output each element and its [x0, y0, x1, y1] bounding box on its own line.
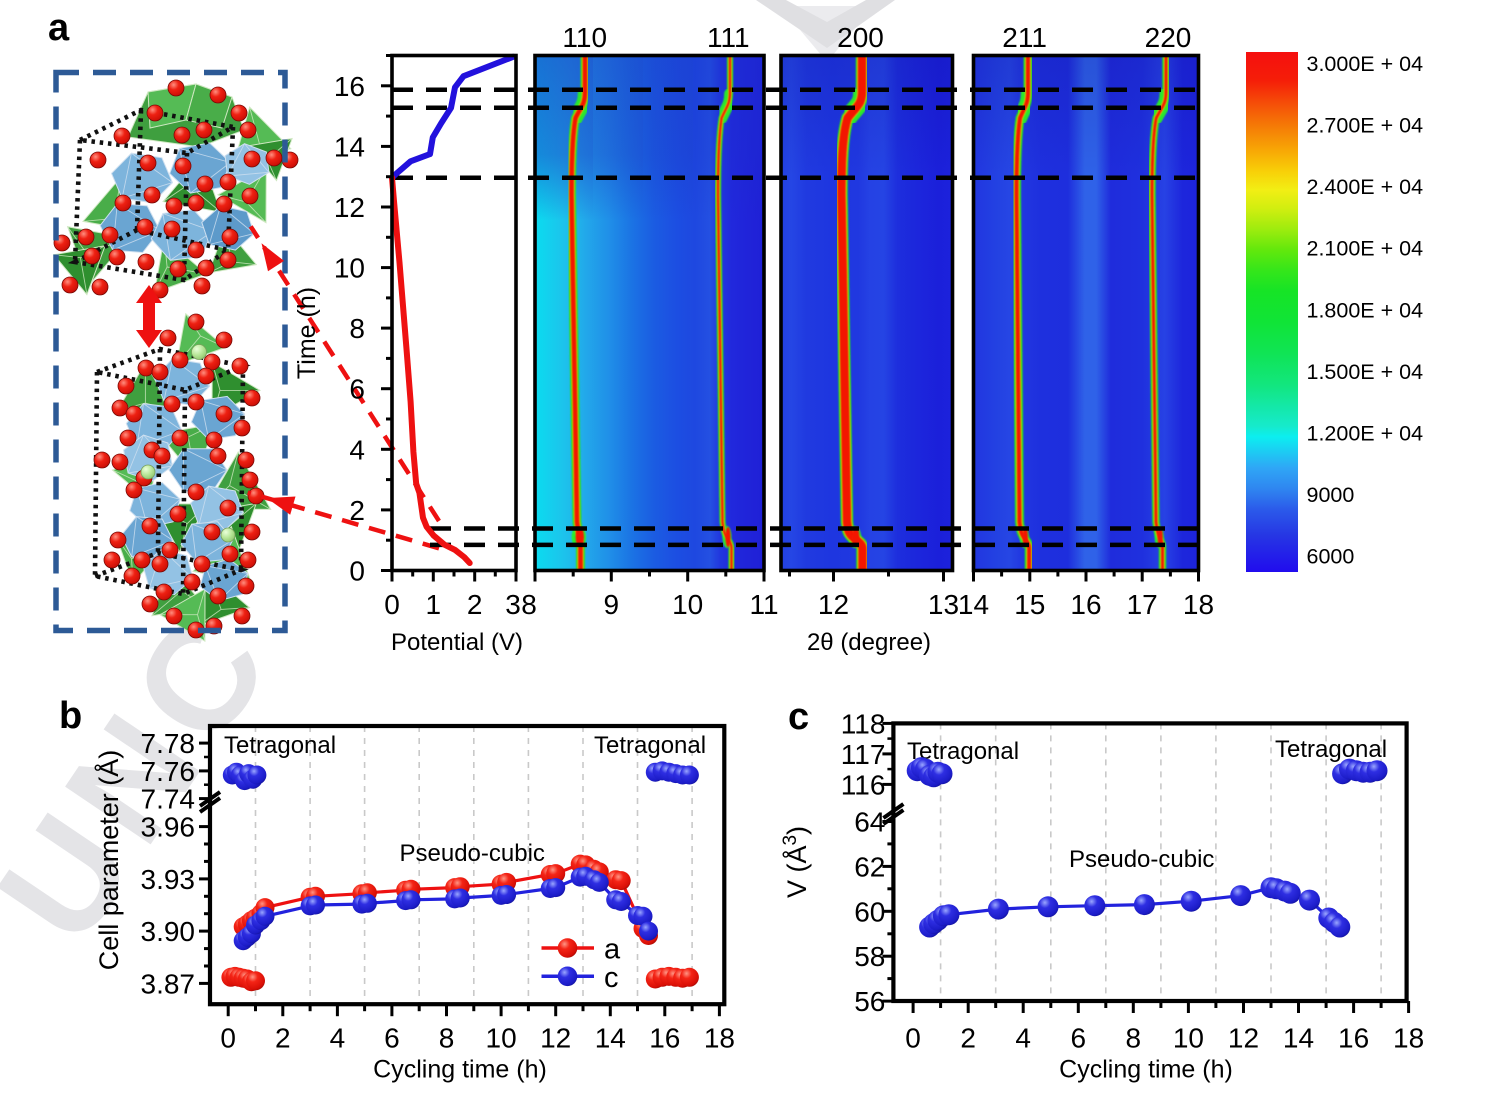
svg-text:Cycling time (h): Cycling time (h) [1059, 1056, 1233, 1084]
svg-text:2: 2 [349, 495, 365, 526]
svg-text:7.78: 7.78 [141, 728, 196, 759]
svg-text:b: b [59, 695, 82, 737]
svg-text:3.90: 3.90 [141, 916, 196, 947]
svg-text:7.74: 7.74 [141, 784, 196, 815]
svg-text:4: 4 [330, 1023, 346, 1054]
svg-text:56: 56 [854, 986, 885, 1017]
svg-text:2: 2 [275, 1023, 291, 1054]
svg-text:3.87: 3.87 [141, 968, 196, 999]
svg-text:1.800E + 04: 1.800E + 04 [1307, 298, 1424, 322]
svg-text:0: 0 [384, 589, 400, 620]
svg-text:2: 2 [467, 589, 483, 620]
svg-text:16: 16 [649, 1023, 680, 1054]
svg-text:a: a [48, 7, 70, 49]
svg-text:12: 12 [334, 192, 365, 223]
svg-text:14: 14 [334, 131, 365, 162]
svg-text:2.400E + 04: 2.400E + 04 [1307, 175, 1424, 199]
svg-text:1.200E + 04: 1.200E + 04 [1307, 422, 1424, 446]
svg-text:62: 62 [854, 851, 885, 882]
svg-text:2.700E + 04: 2.700E + 04 [1307, 114, 1424, 138]
svg-text:10: 10 [486, 1023, 517, 1054]
svg-text:14: 14 [595, 1023, 626, 1054]
svg-text:12: 12 [540, 1023, 571, 1054]
svg-text:111: 111 [707, 22, 750, 53]
svg-text:4: 4 [349, 434, 365, 465]
svg-text:12: 12 [818, 589, 849, 620]
svg-text:15: 15 [1014, 589, 1045, 620]
svg-text:18: 18 [1393, 1023, 1424, 1054]
svg-text:64: 64 [854, 807, 885, 838]
svg-text:58: 58 [854, 941, 885, 972]
svg-text:Tetragonal: Tetragonal [594, 732, 706, 759]
svg-text:16: 16 [334, 71, 365, 102]
svg-text:10: 10 [672, 589, 703, 620]
svg-text:Potential (V): Potential (V) [391, 629, 523, 656]
svg-text:116: 116 [841, 769, 886, 800]
svg-text:9: 9 [604, 589, 620, 620]
svg-text:14: 14 [1283, 1023, 1314, 1054]
svg-text:13: 13 [928, 589, 959, 620]
svg-text:2.100E + 04: 2.100E + 04 [1307, 237, 1424, 261]
svg-text:3.93: 3.93 [141, 864, 196, 895]
svg-text:220: 220 [1145, 22, 1192, 53]
svg-text:0: 0 [905, 1023, 921, 1054]
svg-text:Pseudo-cubic: Pseudo-cubic [1069, 846, 1214, 873]
svg-text:1.500E + 04: 1.500E + 04 [1307, 360, 1424, 384]
svg-text:110: 110 [562, 22, 607, 53]
svg-text:3.000E + 04: 3.000E + 04 [1307, 52, 1424, 76]
svg-text:16: 16 [1338, 1023, 1369, 1054]
svg-text:18: 18 [704, 1023, 735, 1054]
svg-text:7.76: 7.76 [141, 756, 196, 787]
svg-text:117: 117 [841, 739, 886, 770]
svg-text:6000: 6000 [1307, 545, 1355, 569]
svg-text:2θ (degree): 2θ (degree) [807, 629, 931, 656]
svg-text:8: 8 [439, 1023, 455, 1054]
svg-text:8: 8 [349, 313, 365, 344]
svg-text:4: 4 [1015, 1023, 1031, 1054]
svg-text:2: 2 [960, 1023, 976, 1054]
svg-text:9000: 9000 [1307, 483, 1355, 507]
svg-text:Pseudo-cubic: Pseudo-cubic [400, 840, 545, 867]
svg-text:118: 118 [841, 708, 886, 739]
svg-text:Tetragonal: Tetragonal [1275, 736, 1387, 763]
svg-text:0: 0 [220, 1023, 236, 1054]
svg-text:c: c [604, 962, 619, 994]
svg-text:6: 6 [1071, 1023, 1087, 1054]
svg-text:Cell parameter (Å): Cell parameter (Å) [93, 750, 124, 971]
svg-text:17: 17 [1127, 589, 1158, 620]
svg-text:Cycling time (h): Cycling time (h) [373, 1056, 547, 1084]
svg-text:10: 10 [334, 253, 365, 284]
svg-text:16: 16 [1070, 589, 1101, 620]
svg-text:12: 12 [1228, 1023, 1259, 1054]
svg-text:8: 8 [521, 589, 537, 620]
svg-text:11: 11 [749, 589, 778, 620]
svg-text:6: 6 [349, 374, 365, 405]
svg-text:211: 211 [1002, 22, 1047, 53]
svg-text:0: 0 [349, 556, 365, 587]
svg-text:10: 10 [1173, 1023, 1204, 1054]
svg-text:14: 14 [958, 589, 989, 620]
svg-text:200: 200 [837, 22, 884, 53]
svg-text:8: 8 [1126, 1023, 1142, 1054]
svg-text:1: 1 [426, 589, 442, 620]
svg-text:Time (h): Time (h) [293, 287, 321, 379]
svg-text:3.96: 3.96 [141, 812, 196, 843]
svg-text:60: 60 [854, 896, 885, 927]
svg-text:a: a [604, 934, 621, 966]
svg-text:6: 6 [384, 1023, 400, 1054]
svg-text:3: 3 [505, 589, 521, 620]
svg-text:Tetragonal: Tetragonal [224, 732, 336, 759]
svg-text:c: c [788, 696, 809, 738]
svg-text:18: 18 [1183, 589, 1214, 620]
